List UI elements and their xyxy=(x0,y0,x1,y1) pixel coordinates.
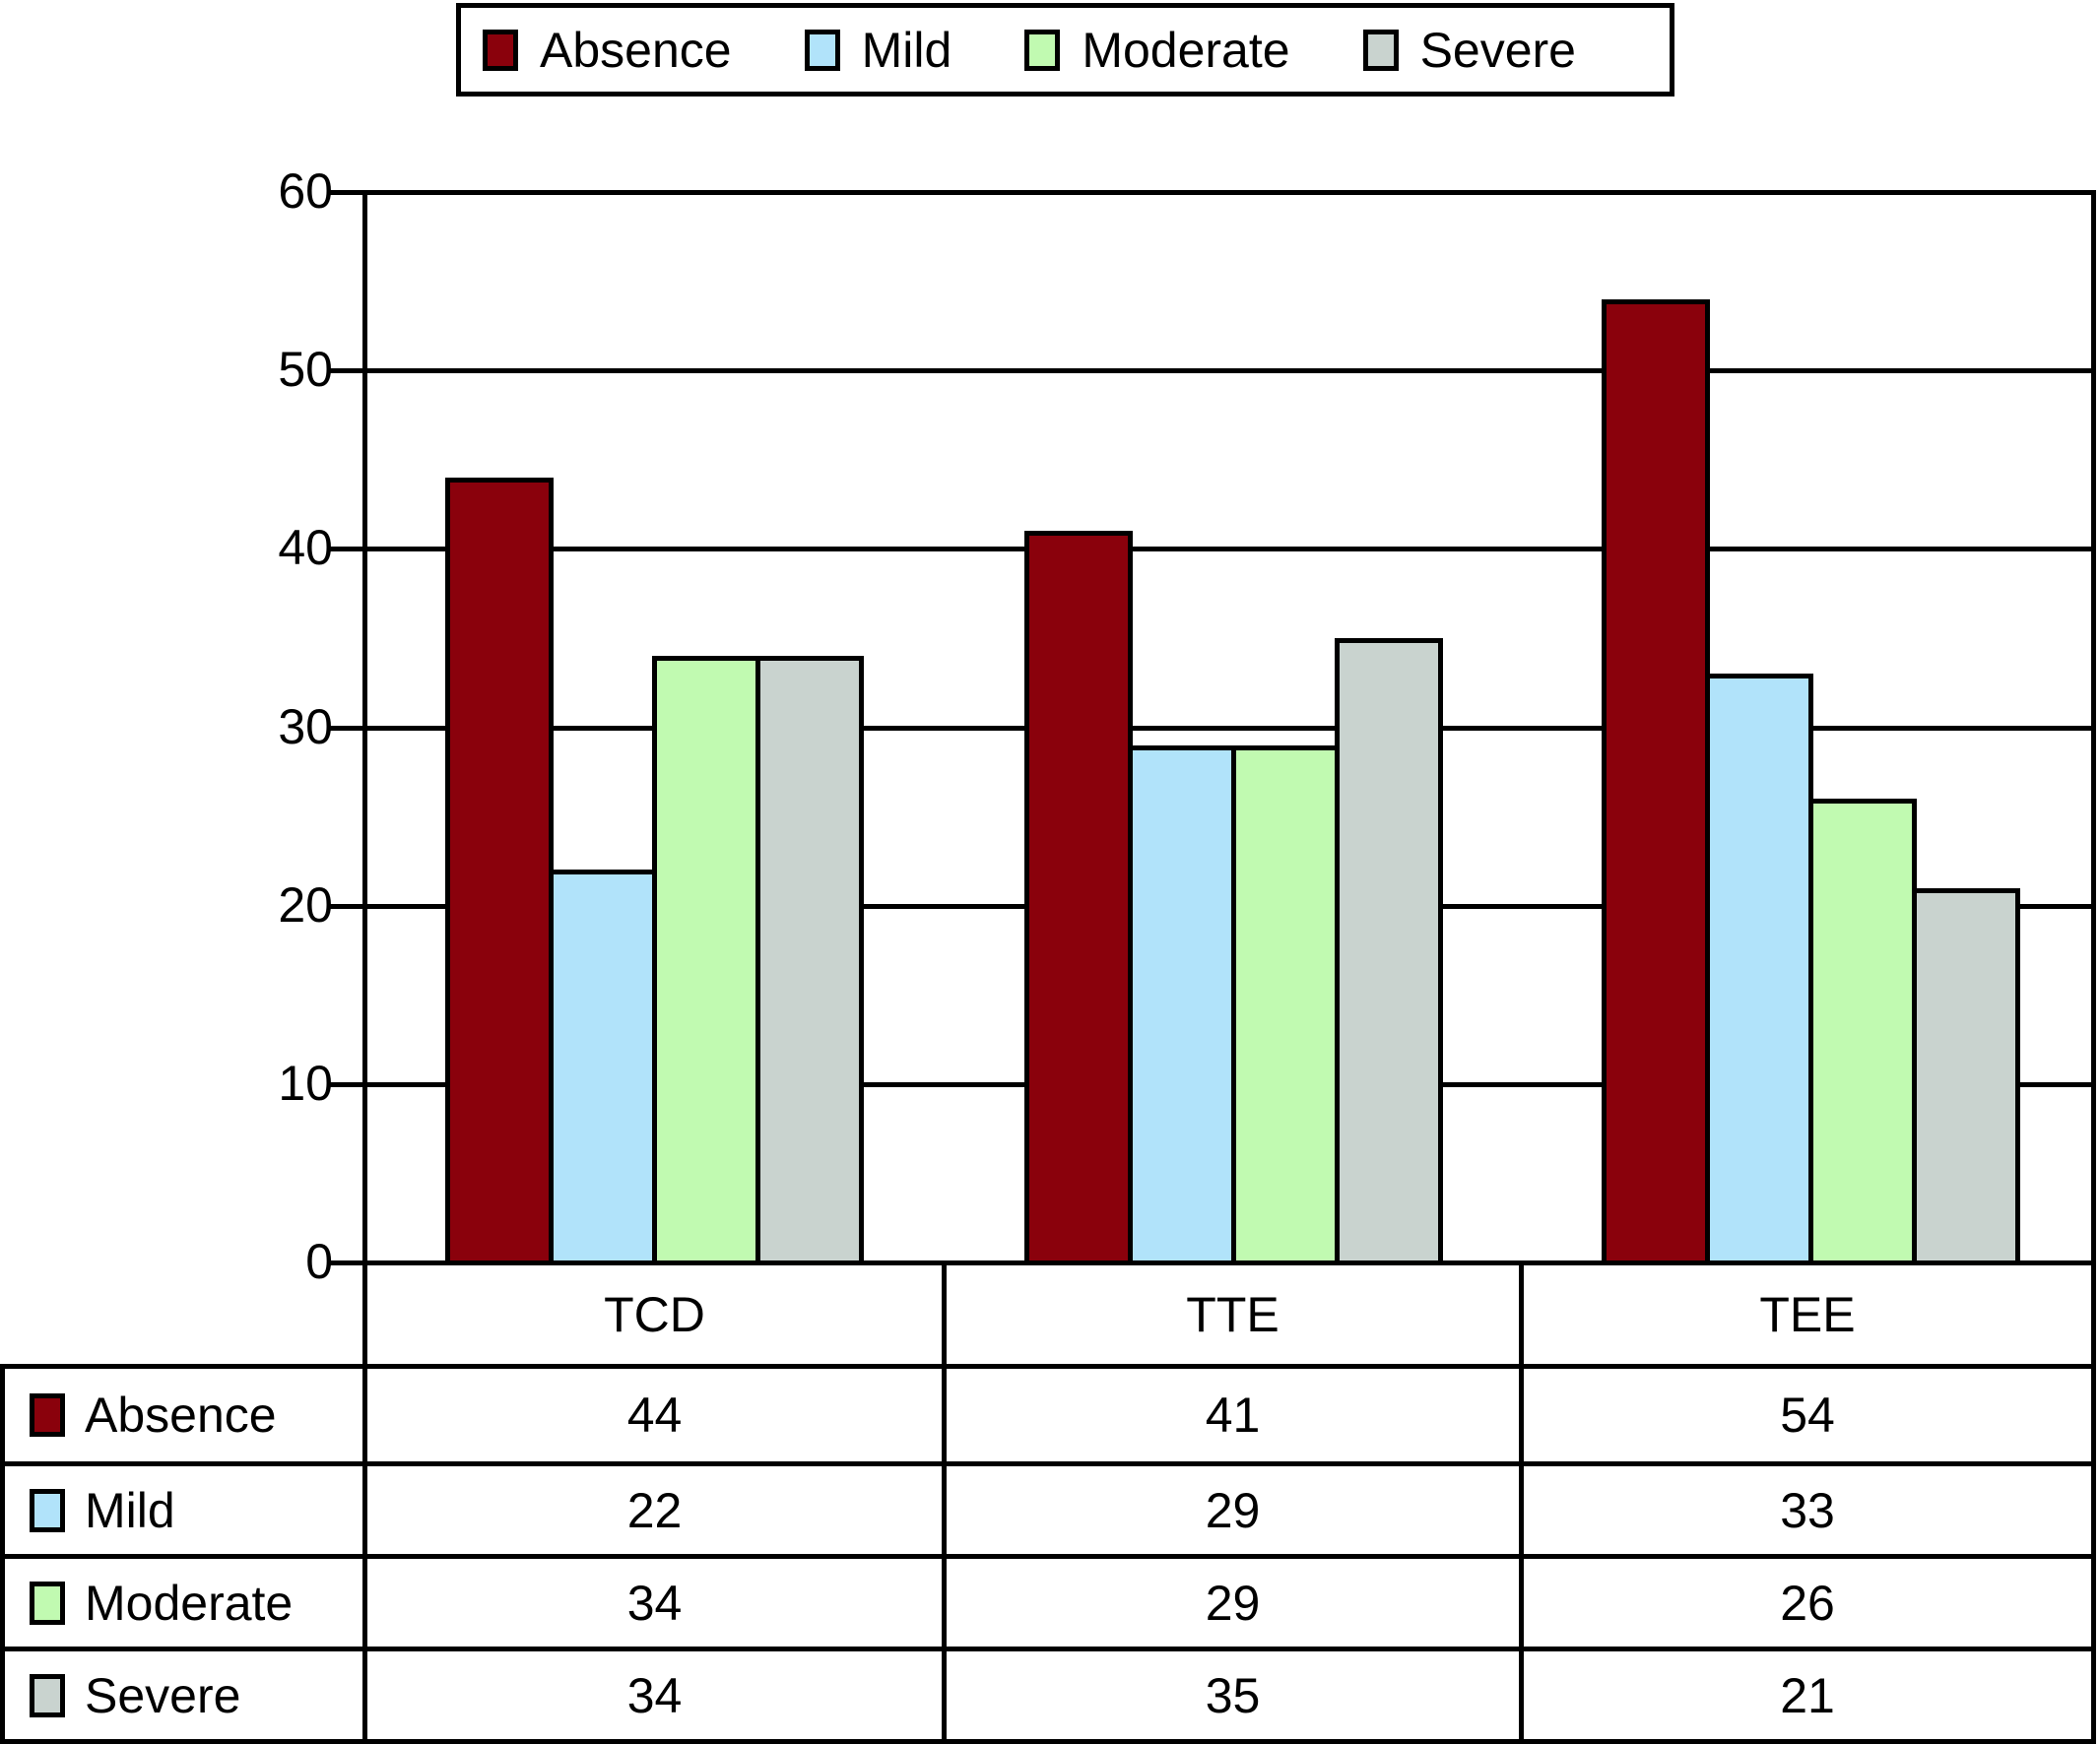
table-swatch-moderate xyxy=(30,1581,65,1625)
gridline-30 xyxy=(362,725,2096,731)
table-value-moderate-tee: 26 xyxy=(1519,1554,2091,1647)
table-value-mild-tte: 29 xyxy=(942,1461,1519,1554)
table-series-name: Mild xyxy=(85,1482,175,1538)
bar-tcd-moderate xyxy=(652,656,760,1265)
gridline-40 xyxy=(362,547,2096,552)
y-tick-label-40: 40 xyxy=(278,520,333,576)
legend-label: Moderate xyxy=(1082,22,1290,78)
y-tick-label-50: 50 xyxy=(278,341,333,397)
chart-legend: Absence Mild Moderate Severe xyxy=(456,3,1674,97)
bar-tcd-absence xyxy=(445,477,554,1265)
y-tick-50 xyxy=(329,368,362,374)
legend-item-absence: Absence xyxy=(483,22,732,79)
legend-label: Severe xyxy=(1419,22,1576,78)
table-value-moderate-tte: 29 xyxy=(942,1554,1519,1647)
y-tick-40 xyxy=(329,547,362,552)
y-tick-label-10: 10 xyxy=(278,1055,333,1111)
legend-swatch-moderate xyxy=(1024,29,1061,71)
legend-swatch-mild xyxy=(804,29,840,71)
bar-tte-mild xyxy=(1128,744,1236,1265)
category-label-tte: TTE xyxy=(942,1265,1519,1364)
table-row-label-mild: Mild xyxy=(5,1461,362,1554)
table-value-severe-tee: 21 xyxy=(1519,1647,2091,1739)
legend-label: Mild xyxy=(861,22,952,78)
y-tick-10 xyxy=(329,1081,362,1087)
y-tick-label-0: 0 xyxy=(305,1233,333,1289)
table-value-absence-tcd: 44 xyxy=(362,1369,942,1461)
table-value-mild-tcd: 22 xyxy=(362,1461,942,1554)
gridline-60 xyxy=(362,190,2096,195)
y-tick-60 xyxy=(329,190,362,195)
category-header-row: TCD TTE TEE xyxy=(362,1260,2096,1364)
table-row-label-absence: Absence xyxy=(5,1369,362,1461)
table-value-severe-tcd: 34 xyxy=(362,1647,942,1739)
legend-label: Absence xyxy=(540,22,732,78)
y-tick-label-20: 20 xyxy=(278,876,333,933)
table-value-severe-tte: 35 xyxy=(942,1647,1519,1739)
table-row-label-severe: Severe xyxy=(5,1647,362,1739)
table-row-label-moderate: Moderate xyxy=(5,1554,362,1647)
bar-tcd-severe xyxy=(755,656,864,1265)
y-tick-label-60: 60 xyxy=(278,162,333,219)
table-value-mild-tee: 33 xyxy=(1519,1461,2091,1554)
table-series-name: Severe xyxy=(85,1667,241,1723)
table-swatch-mild xyxy=(30,1488,65,1532)
bar-tee-moderate xyxy=(1808,798,1917,1265)
table-value-absence-tte: 41 xyxy=(942,1369,1519,1461)
y-tick-label-30: 30 xyxy=(278,698,333,754)
table-value-moderate-tcd: 34 xyxy=(362,1554,942,1647)
gridline-50 xyxy=(362,368,2096,374)
legend-swatch-absence xyxy=(483,29,518,71)
legend-item-moderate: Moderate xyxy=(1024,22,1290,79)
category-label-tee: TEE xyxy=(1519,1265,2091,1364)
bar-tte-moderate xyxy=(1231,744,1340,1265)
y-tick-30 xyxy=(329,725,362,731)
bar-tte-absence xyxy=(1024,531,1133,1265)
legend-item-severe: Severe xyxy=(1362,22,1576,79)
plot-right-border xyxy=(2091,192,2096,1265)
bar-tee-mild xyxy=(1705,674,1813,1265)
bar-tte-severe xyxy=(1335,637,1443,1265)
data-table: Absence 44 41 54 Mild 22 29 33 Moderate 34 29 26 Sev… xyxy=(0,1364,2096,1744)
bar-tee-absence xyxy=(1602,298,1710,1265)
table-swatch-severe xyxy=(30,1673,65,1717)
y-axis-line xyxy=(362,192,367,1265)
legend-swatch-severe xyxy=(1362,29,1399,71)
table-series-name: Moderate xyxy=(85,1575,294,1631)
y-tick-0 xyxy=(329,1260,362,1265)
plot-area: 0 10 20 30 40 50 60 xyxy=(278,162,2096,1289)
bar-tcd-mild xyxy=(549,870,657,1265)
bar-tee-severe xyxy=(1912,887,2020,1265)
table-value-absence-tee: 54 xyxy=(1519,1369,2091,1461)
table-swatch-absence xyxy=(30,1393,65,1437)
legend-item-mild: Mild xyxy=(804,22,952,79)
y-tick-20 xyxy=(329,903,362,909)
category-label-tcd: TCD xyxy=(604,1287,705,1342)
table-series-name: Absence xyxy=(85,1388,277,1443)
